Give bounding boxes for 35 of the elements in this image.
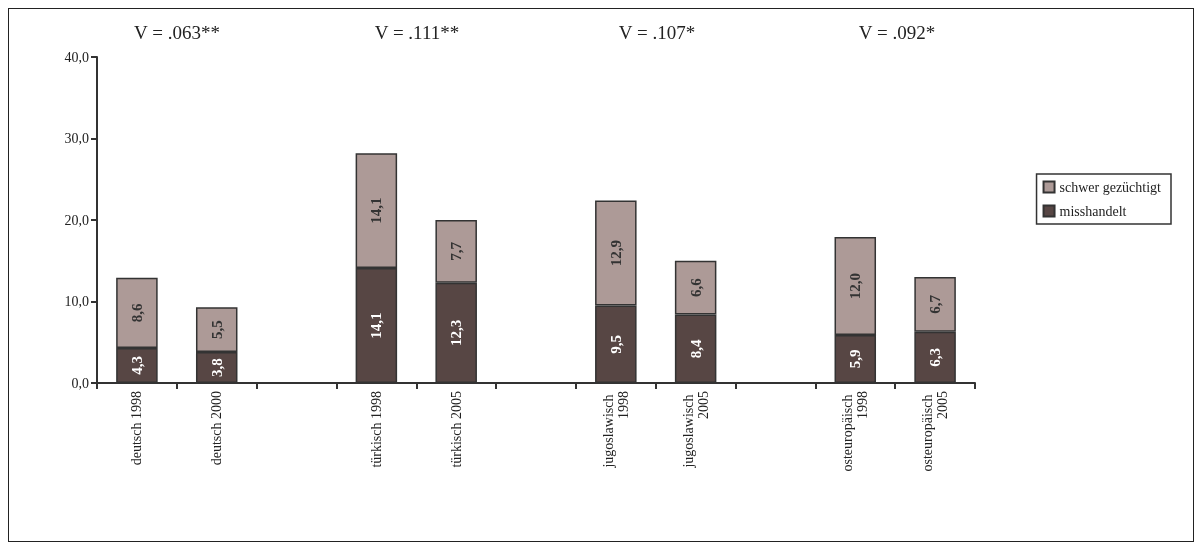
x-tick-label: deutsch 1998 xyxy=(129,391,145,466)
x-tick-label: jugoslawisch 2005 xyxy=(680,391,711,469)
data-label: 7,7 xyxy=(448,241,465,261)
data-label: 5,5 xyxy=(208,320,225,339)
data-label: 12,3 xyxy=(448,319,465,346)
text: V = .111** xyxy=(374,22,460,43)
data-label: 6,6 xyxy=(687,277,704,298)
text: V = .107* xyxy=(618,22,696,43)
y-tick-label: 20,0 xyxy=(64,212,89,228)
text: V = .092* xyxy=(858,22,936,43)
legend-label: schwer gezüchtigt xyxy=(1059,179,1162,195)
data-label: 9,5 xyxy=(607,334,624,354)
data-label: 14,1 xyxy=(368,312,385,339)
x-tick-label: türkisch 2005 xyxy=(448,391,464,468)
x-tick-label: deutsch 2000 xyxy=(209,391,225,466)
data-label: 14,1 xyxy=(368,197,385,224)
data-label: 3,8 xyxy=(208,358,225,377)
y-tick-label: 10,0 xyxy=(64,294,89,309)
x-tick-label: osteuropäisch 2005 xyxy=(920,391,951,472)
y-tick-label: 0,0 xyxy=(71,375,89,391)
data-label: 12,0 xyxy=(847,272,864,300)
data-label: 8,4 xyxy=(687,338,704,359)
legend-label: misshandelt xyxy=(1059,203,1127,219)
x-tick-label: jugoslawisch 1998 xyxy=(600,391,631,469)
x-tick-label: türkisch 1998 xyxy=(368,391,384,468)
data-label: 6,7 xyxy=(927,294,944,314)
data-label: 5,9 xyxy=(847,349,864,369)
y-tick-label: 30,0 xyxy=(64,131,89,146)
data-label: 6,3 xyxy=(927,347,944,367)
x-tick-label: osteuropäisch 1998 xyxy=(840,391,871,472)
text: V = .063** xyxy=(134,22,220,43)
data-label: 4,3 xyxy=(128,356,145,375)
data-label: 8,6 xyxy=(128,303,145,323)
y-tick-label: 40,0 xyxy=(64,49,89,65)
data-label: 12,9 xyxy=(607,239,624,267)
